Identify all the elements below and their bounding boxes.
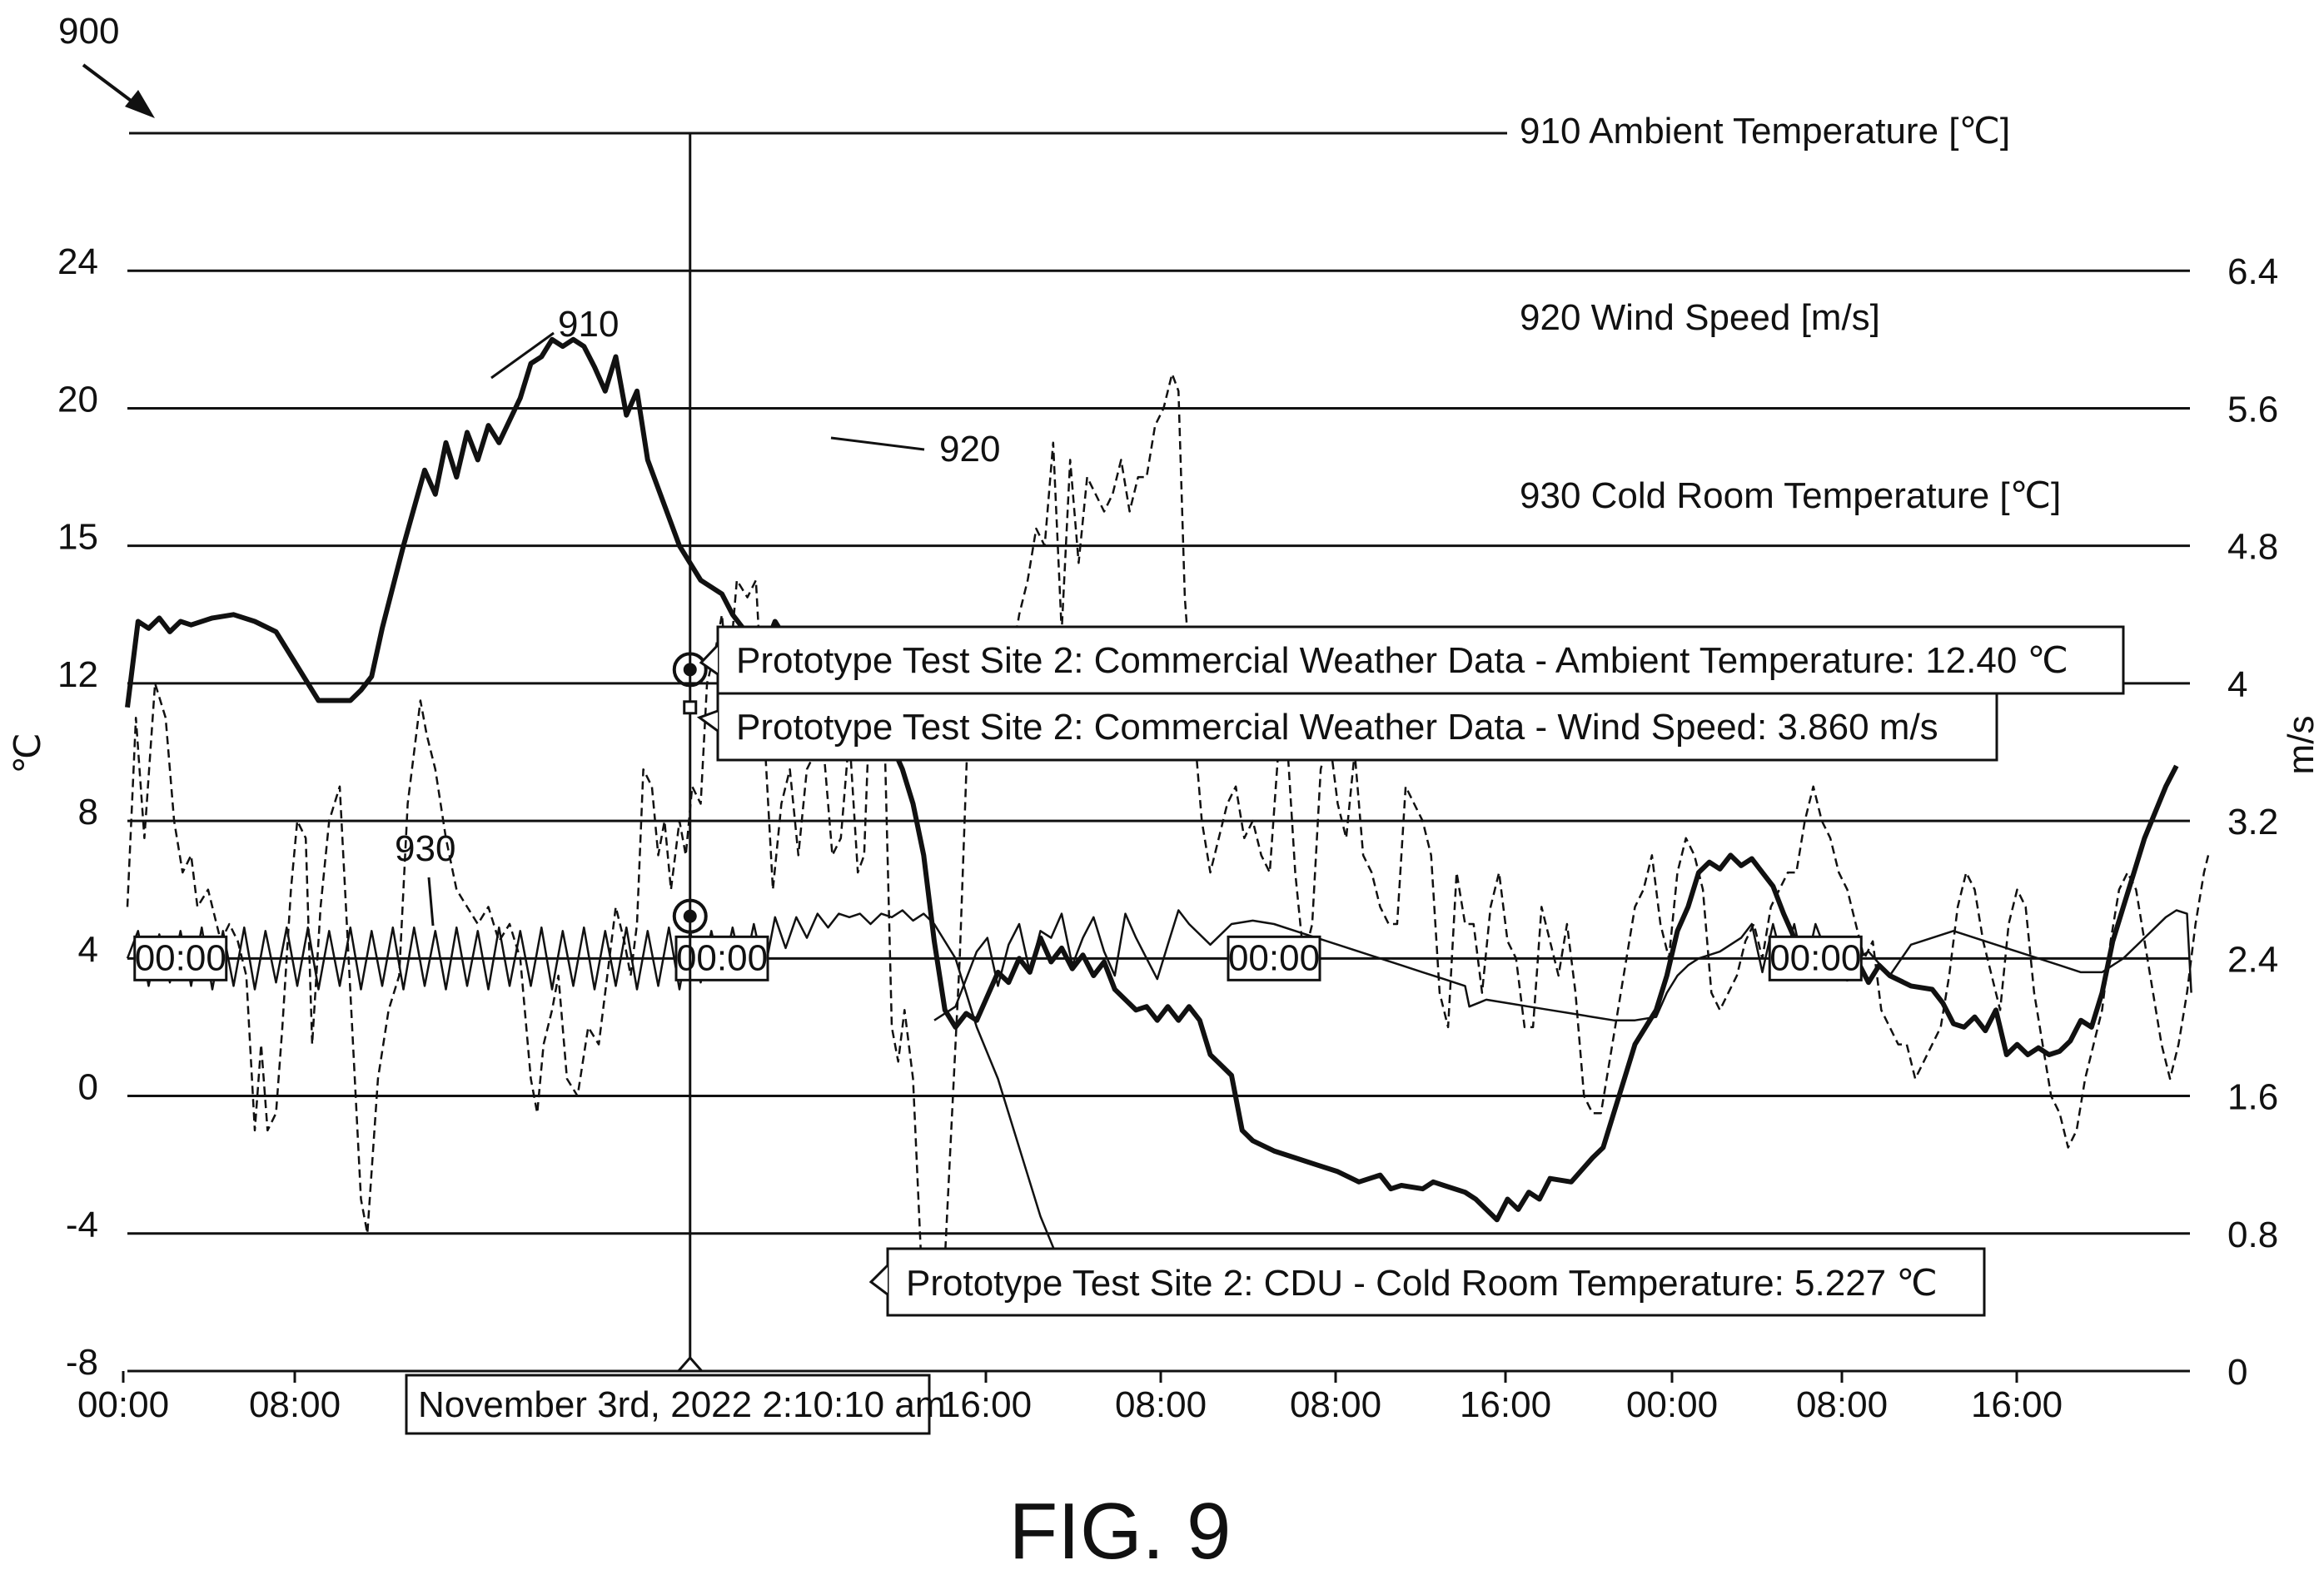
x-tick-label: 08:00	[1290, 1384, 1381, 1425]
x-tick-label: 08:00	[1796, 1384, 1888, 1425]
x-tick-label: 08:00	[1115, 1384, 1207, 1425]
y-axis-right-label: m/s	[2281, 716, 2322, 775]
time-marker: 00:00	[674, 935, 769, 981]
x-axis-ticks: 00:00 08:00 16:00 08:00 08:00 16:00 00:00 08:00…	[77, 1371, 2063, 1425]
ref-label-910-text: 910	[558, 304, 619, 345]
time-marker: 00:00	[1768, 935, 1863, 981]
cursor-point-ambient[interactable]	[672, 652, 708, 688]
tooltip-ambient-text: Prototype Test Site 2: Commercial Weathe…	[736, 640, 2068, 681]
ref-label-920-text: 920	[939, 429, 1000, 470]
tooltip-wind-text: Prototype Test Site 2: Commercial Weathe…	[736, 707, 1938, 748]
time-marker: 00:00	[1227, 935, 1321, 981]
ref-label-920: 920	[830, 429, 1000, 470]
right-tick-label: 1.6	[2227, 1077, 2278, 1118]
ref-label-930-text: 930	[395, 828, 455, 869]
cursor-date-text: November 3rd, 2022 2:10:10 am	[418, 1384, 946, 1425]
right-tick-label: 3.2	[2227, 802, 2278, 842]
right-tick-label: 4	[2227, 664, 2247, 705]
figure-caption: FIG. 9	[1009, 1487, 1232, 1575]
x-tick-label: 00:00	[1626, 1384, 1718, 1425]
left-axis-ticks: 24 20 15 12 8 4 0 -4 -8	[57, 241, 98, 1383]
tooltip-wind: Prototype Test Site 2: Commercial Weathe…	[696, 692, 1998, 762]
time-marker-label: 00:00	[135, 937, 226, 978]
right-tick-label: 0.8	[2227, 1215, 2278, 1255]
gridlines	[127, 269, 2190, 1373]
left-tick-label: -8	[66, 1342, 98, 1383]
left-tick-label: -4	[66, 1205, 98, 1245]
series-line-910	[125, 336, 2179, 1223]
time-marker: 00:00	[133, 935, 228, 981]
legend-entry-wind: 920 Wind Speed [m/s]	[1520, 297, 1880, 338]
legend-entry-cold-room: 930 Cold Room Temperature [℃]	[1520, 475, 2061, 516]
time-marker-box	[133, 935, 228, 981]
left-tick-label: 4	[78, 929, 98, 970]
right-axis-ticks: 6.4 5.6 4.8 4 3.2 2.4 1.6 0.8 0	[2227, 251, 2278, 1393]
right-tick-label: 5.6	[2227, 389, 2278, 430]
time-marker-label: 00:00	[676, 937, 768, 978]
time-marker-box	[674, 935, 769, 981]
series-line-930-continued	[933, 909, 2192, 1021]
tooltip-cold-room-text: Prototype Test Site 2: CDU - Cold Room T…	[906, 1263, 1938, 1304]
time-marker-box	[1768, 935, 1863, 981]
time-markers: 00:00 00:00 00:00 00:00	[133, 935, 1863, 981]
tooltip-cold-room: Prototype Test Site 2: CDU - Cold Room T…	[868, 1247, 1986, 1317]
ref-label-930: 930	[395, 828, 455, 927]
left-tick-label: 24	[57, 241, 98, 282]
legend: 910 Ambient Temperature [℃] 920 Wind Spe…	[1520, 111, 2061, 516]
left-tick-label: 12	[57, 654, 98, 695]
right-tick-label: 6.4	[2227, 251, 2278, 292]
x-tick-label: 16:00	[1971, 1384, 2063, 1425]
left-tick-label: 8	[78, 792, 98, 832]
x-tick-label: 08:00	[249, 1384, 341, 1425]
cursor-date-box: November 3rd, 2022 2:10:10 am	[405, 1374, 946, 1435]
right-tick-label: 4.8	[2227, 527, 2278, 568]
cursor-point-wind[interactable]	[683, 700, 698, 715]
x-tick-label: 16:00	[1460, 1384, 1551, 1425]
ref-label-910: 910	[490, 304, 619, 380]
x-tick-label: 00:00	[77, 1384, 169, 1425]
series-line-920	[126, 372, 2210, 1304]
y-axis-left-label: ℃	[7, 733, 48, 773]
time-cursor[interactable]	[677, 133, 703, 1372]
x-tick-label: 16:00	[940, 1384, 1032, 1425]
left-tick-label: 20	[57, 379, 98, 420]
right-tick-label: 2.4	[2227, 939, 2278, 980]
time-marker-label: 00:00	[1769, 937, 1861, 978]
figure-ref-arrow	[82, 63, 155, 118]
right-tick-label: 0	[2227, 1352, 2247, 1393]
tooltip-ambient: Prototype Test Site 2: Commercial Weathe…	[699, 625, 2125, 695]
cursor-point-cold-room[interactable]	[672, 898, 708, 934]
series-line-930	[126, 909, 1126, 1290]
legend-entry-ambient: 910 Ambient Temperature [℃]	[1520, 111, 2010, 152]
left-tick-label: 15	[57, 517, 98, 558]
left-tick-label: 0	[78, 1067, 98, 1108]
cursor-caret[interactable]	[677, 1355, 703, 1372]
time-marker-box	[1227, 935, 1321, 981]
figure-ref-number: 900	[58, 11, 119, 52]
time-marker-label: 00:00	[1228, 937, 1320, 978]
